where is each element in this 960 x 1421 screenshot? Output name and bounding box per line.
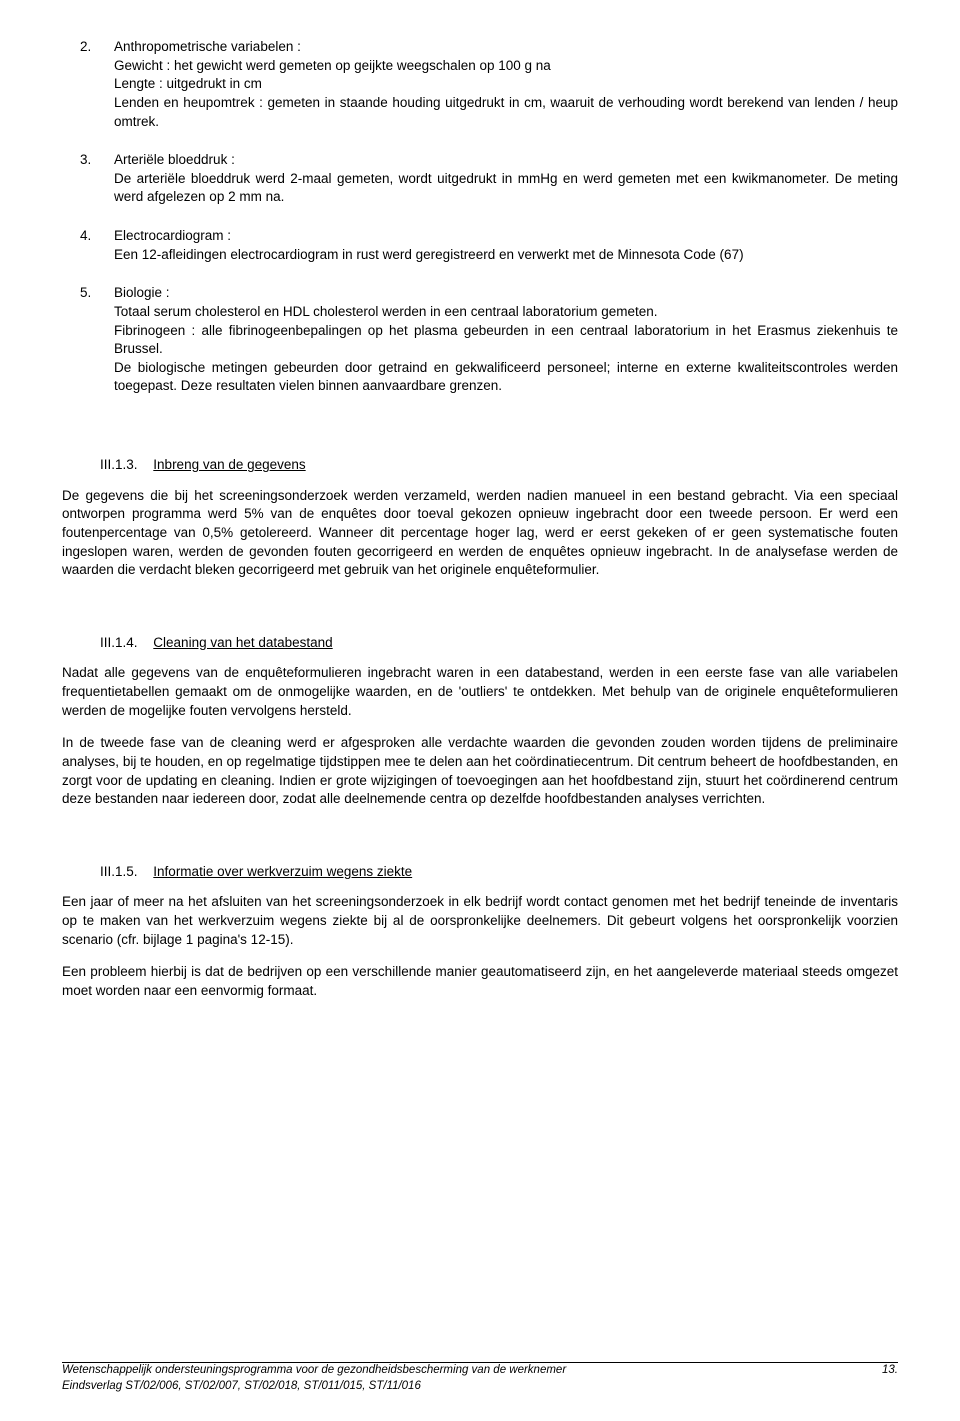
item-number: 3. [80, 151, 114, 207]
item-line: Lengte : uitgedrukt in cm [114, 75, 898, 94]
section-paragraph: Nadat alle gegevens van de enquêteformul… [62, 664, 898, 720]
list-item: 4. Electrocardiogram : Een 12-afleidinge… [80, 227, 898, 264]
footer-title-line-1: Wetenschappelijk ondersteuningsprogramma… [62, 1363, 566, 1379]
item-body: Arteriële bloeddruk : De arteriële bloed… [114, 151, 898, 207]
item-para: Fibrinogeen : alle fibrinogeenbepalingen… [114, 322, 898, 359]
item-para: Totaal serum cholesterol en HDL choleste… [114, 303, 898, 322]
item-line: Gewicht : het gewicht werd gemeten op ge… [114, 57, 898, 76]
section-title: Cleaning van het databestand [153, 635, 332, 650]
item-title: Electrocardiogram : [114, 227, 898, 246]
section-paragraph: In de tweede fase van de cleaning werd e… [62, 734, 898, 809]
numbered-list: 2. Anthropometrische variabelen : Gewich… [80, 38, 898, 396]
item-number: 5. [80, 284, 114, 396]
section-heading-iii-1-4: III.1.4. Cleaning van het databestand [100, 634, 898, 653]
item-text: Een 12-afleidingen electrocardiogram in … [114, 246, 898, 265]
list-item: 5. Biologie : Totaal serum cholesterol e… [80, 284, 898, 396]
item-title: Biologie : [114, 284, 898, 303]
section-paragraph: Een jaar of meer na het afsluiten van he… [62, 893, 898, 949]
item-title: Anthropometrische variabelen : [114, 38, 898, 57]
section-title: Informatie over werkverzuim wegens ziekt… [153, 864, 412, 879]
item-number: 4. [80, 227, 114, 264]
page-footer: Wetenschappelijk ondersteuningsprogramma… [62, 1352, 898, 1395]
section-label: III.1.4. [100, 635, 138, 650]
item-para: De biologische metingen gebeurden door g… [114, 359, 898, 396]
item-body: Biologie : Totaal serum cholesterol en H… [114, 284, 898, 396]
section-paragraph: De gegevens die bij het screeningsonderz… [62, 487, 898, 580]
section-heading-iii-1-5: III.1.5. Informatie over werkverzuim weg… [100, 863, 898, 882]
item-body: Electrocardiogram : Een 12-afleidingen e… [114, 227, 898, 264]
item-title: Arteriële bloeddruk : [114, 151, 898, 170]
section-title: Inbreng van de gegevens [153, 457, 305, 472]
page-number: 13. [882, 1363, 898, 1379]
item-number: 2. [80, 38, 114, 131]
list-item: 3. Arteriële bloeddruk : De arteriële bl… [80, 151, 898, 207]
section-label: III.1.3. [100, 457, 138, 472]
section-paragraph: Een probleem hierbij is dat de bedrijven… [62, 963, 898, 1000]
section-label: III.1.5. [100, 864, 138, 879]
item-text: De arteriële bloeddruk werd 2-maal gemet… [114, 170, 898, 207]
footer-title-line-2: Eindsverlag ST/02/006, ST/02/007, ST/02/… [62, 1379, 898, 1395]
item-body: Anthropometrische variabelen : Gewicht :… [114, 38, 898, 131]
section-heading-iii-1-3: III.1.3. Inbreng van de gegevens [100, 456, 898, 475]
item-line: Lenden en heupomtrek : gemeten in staand… [114, 94, 898, 131]
list-item: 2. Anthropometrische variabelen : Gewich… [80, 38, 898, 131]
